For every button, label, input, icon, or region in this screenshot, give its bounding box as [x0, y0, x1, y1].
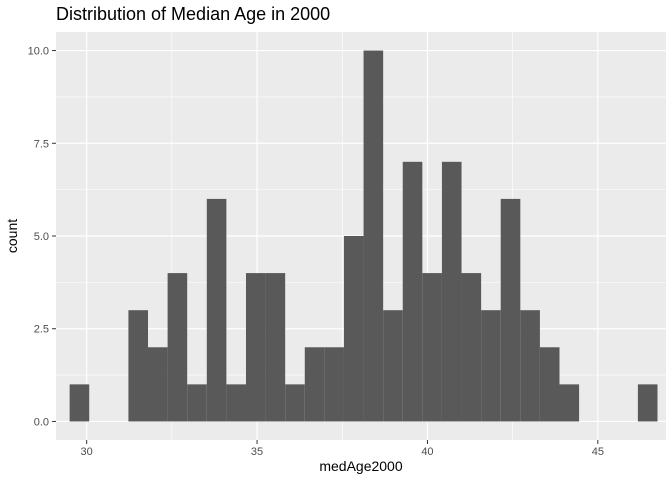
x-tick-label: 35: [251, 446, 263, 458]
x-tick-label: 40: [421, 446, 433, 458]
histogram-bar: [245, 273, 266, 422]
y-tick-label: 7.5: [34, 138, 49, 150]
histogram-bar: [422, 273, 442, 422]
histogram-bar: [481, 310, 501, 422]
histogram-bar: [343, 236, 364, 422]
x-tick-label: 30: [81, 446, 93, 458]
histogram-bar: [187, 384, 207, 422]
histogram-bar: [206, 198, 227, 422]
y-tick-label: 10.0: [28, 46, 49, 58]
x-tick-label: 45: [592, 446, 604, 458]
x-axis: 30 35 40 45: [81, 440, 604, 458]
histogram-bar: [637, 384, 658, 422]
histogram-bar: [128, 310, 149, 422]
y-tick-label: 5.0: [34, 231, 49, 243]
histogram-bar: [324, 347, 344, 422]
histogram-bar: [461, 273, 482, 422]
histogram-bar: [167, 273, 188, 422]
histogram-bar: [69, 384, 90, 422]
x-axis-title: medAge2000: [319, 458, 403, 474]
y-axis: 0.0 2.5 5.0 7.5 10.0: [28, 46, 56, 428]
bars: [69, 50, 658, 422]
histogram-bar: [402, 161, 423, 422]
histogram-bar: [559, 384, 580, 422]
histogram-bar: [148, 347, 168, 422]
histogram-bar: [520, 310, 540, 422]
histogram-bar: [265, 273, 286, 422]
chart-title: Distribution of Median Age in 2000: [56, 4, 331, 24]
y-axis-title: count: [4, 219, 20, 253]
histogram-bar: [304, 347, 325, 422]
y-tick-label: 0.0: [34, 416, 49, 428]
y-tick-label: 2.5: [34, 324, 49, 336]
histogram-bar: [539, 347, 560, 422]
histogram-bar: [226, 384, 246, 422]
histogram-bar: [383, 310, 403, 422]
histogram-bar: [441, 161, 462, 422]
histogram-bar: [363, 50, 384, 422]
histogram-bar: [285, 384, 305, 422]
histogram-bar: [500, 198, 521, 422]
